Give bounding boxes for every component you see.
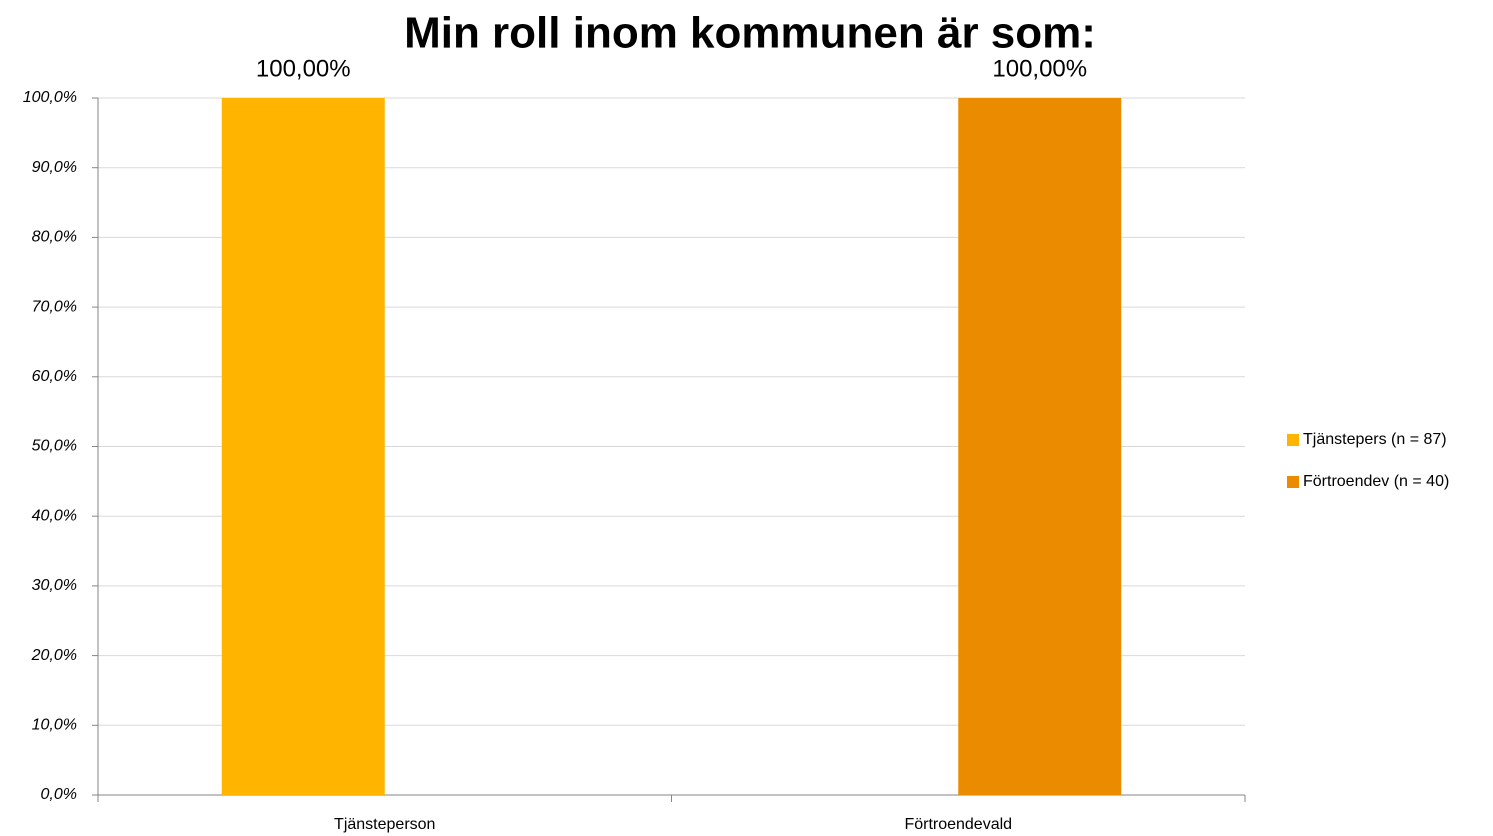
x-tick-label: Tjänsteperson xyxy=(334,816,435,833)
y-tick-label: 10,0% xyxy=(32,717,77,734)
legend-label: Tjänstepers (n = 87) xyxy=(1303,431,1447,448)
data-label: 100,00% xyxy=(256,55,351,82)
y-tick-label: 100,0% xyxy=(23,89,77,106)
y-tick-label: 60,0% xyxy=(32,368,77,385)
legend-swatch xyxy=(1287,476,1299,488)
y-tick-label: 80,0% xyxy=(32,229,77,246)
data-label: 100,00% xyxy=(992,55,1087,82)
bar xyxy=(958,98,1122,795)
y-tick-label: 0,0% xyxy=(41,786,77,803)
bar xyxy=(221,98,385,795)
y-tick-label: 70,0% xyxy=(32,298,77,315)
y-tick-label: 90,0% xyxy=(32,159,77,176)
y-tick-label: 20,0% xyxy=(31,647,77,664)
y-tick-label: 40,0% xyxy=(32,507,77,524)
y-tick-label: 30,0% xyxy=(32,577,77,594)
x-tick-label: Förtroendevald xyxy=(904,816,1012,833)
chart-title: Min roll inom kommunen är som: xyxy=(404,9,1096,58)
y-tick-label: 50,0% xyxy=(32,438,77,455)
legend-swatch xyxy=(1287,434,1299,446)
legend-label: Förtroendev (n = 40) xyxy=(1303,473,1449,490)
